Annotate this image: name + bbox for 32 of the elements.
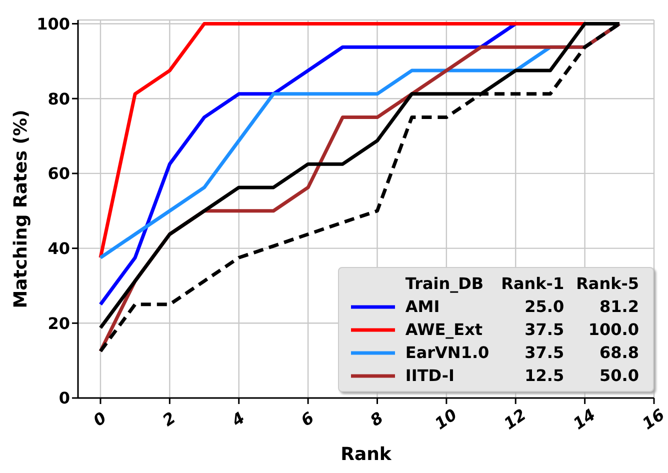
y-tick-label: 0 [58,388,70,408]
y-tick-label: 80 [48,89,70,108]
annotation: 81.2 [598,296,640,318]
annotation: 68.8 [598,342,640,364]
x-tick-label: 14 [570,404,599,434]
legend-title: Train_DB [404,273,485,295]
x-tick-label: 0 [90,408,110,430]
x-tick-label: 8 [366,408,387,430]
x-axis-title: Rank [340,444,392,465]
annotation: 37.5 [524,342,566,364]
x-tick-label: 6 [297,408,318,430]
annotation: Rank-1 [500,273,566,295]
x-tick-label: 12 [500,404,530,434]
annotation: 12.5 [524,365,566,387]
y-tick-label: 60 [48,164,70,184]
legend-label: AMI [404,296,441,318]
legend-label: IITD-I [404,365,456,387]
legend-label: AWE_Ext [404,319,484,341]
y-tick-label: 100 [36,14,70,34]
annotation: 100.0 [587,319,640,341]
legend-label: EarVN1.0 [404,342,490,364]
x-tick-label: 10 [431,404,460,434]
y-tick-label: 40 [48,238,70,258]
y-axis-title: Matching Rates (%) [10,110,32,308]
x-tick-label: 2 [159,408,180,430]
annotation: Rank-5 [575,273,640,295]
annotation: 25.0 [524,296,566,318]
x-tick-label: 4 [227,408,248,431]
x-tick-label: 16 [638,404,668,434]
annotation: 50.0 [598,365,640,387]
annotation: 37.5 [524,319,566,341]
y-tick-label: 20 [48,314,70,333]
